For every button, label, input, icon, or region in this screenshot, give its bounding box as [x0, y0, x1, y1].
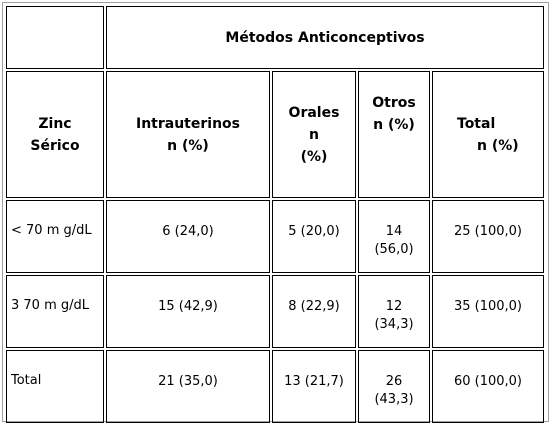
table-title: Métodos Anticonceptivos: [106, 6, 544, 69]
cell-orales: 8 (22,9): [272, 275, 356, 348]
cell-otros-count: 12: [385, 299, 403, 314]
header-intrauterinos: Intrauterinos n (%): [106, 71, 270, 198]
header-zinc: Zinc Sérico: [6, 71, 104, 198]
cell-orales: 13 (21,7): [272, 350, 356, 423]
row-label: < 70 m g/dL: [6, 200, 104, 273]
row-label: Total: [6, 350, 104, 423]
empty-corner-cell: [6, 6, 104, 69]
cell-otros: 26 (43,3): [358, 350, 430, 423]
header-zinc-line2: Sérico: [30, 137, 80, 154]
contraceptive-zinc-table: Métodos Anticonceptivos Zinc Sérico Intr…: [4, 4, 546, 425]
cell-total: 60 (100,0): [432, 350, 544, 423]
cell-orales: 5 (20,0): [272, 200, 356, 273]
header-orales: Orales n (%): [272, 71, 356, 198]
header-intrauterinos-line1: Intrauterinos: [136, 115, 240, 132]
header-orales-line1: Orales: [288, 104, 340, 121]
cell-intrauterinos: 15 (42,9): [106, 275, 270, 348]
cell-otros-percent: (43,3): [374, 392, 414, 407]
table-frame: [2, 2, 549, 422]
cell-otros-count: 26: [385, 374, 403, 389]
cell-total: 35 (100,0): [432, 275, 544, 348]
header-orales-line3: (%): [300, 148, 328, 165]
cell-otros: 14 (56,0): [358, 200, 430, 273]
header-total-line2: n (%): [477, 137, 519, 154]
header-orales-line2: n: [309, 126, 319, 143]
cell-intrauterinos: 6 (24,0): [106, 200, 270, 273]
header-otros: Otros n (%): [358, 71, 430, 198]
table-row: Total 21 (35,0) 13 (21,7) 26 (43,3) 60 (…: [6, 350, 544, 423]
cell-total: 25 (100,0): [432, 200, 544, 273]
cell-otros-count: 14: [385, 224, 403, 239]
cell-otros: 12 (34,3): [358, 275, 430, 348]
cell-intrauterinos: 21 (35,0): [106, 350, 270, 423]
header-otros-line2: n (%): [373, 117, 415, 133]
cell-otros-percent: (56,0): [374, 242, 414, 257]
row-label: 3 70 m g/dL: [6, 275, 104, 348]
header-total-line1: Total: [457, 115, 496, 132]
table-row: 3 70 m g/dL 15 (42,9) 8 (22,9) 12 (34,3)…: [6, 275, 544, 348]
table-row: < 70 m g/dL 6 (24,0) 5 (20,0) 14 (56,0) …: [6, 200, 544, 273]
header-zinc-line1: Zinc: [38, 115, 72, 132]
header-otros-line1: Otros: [372, 95, 416, 111]
header-row: Zinc Sérico Intrauterinos n (%) Orales n…: [6, 71, 544, 198]
header-total: Total n (%): [432, 71, 544, 198]
cell-otros-percent: (34,3): [374, 317, 414, 332]
title-row: Métodos Anticonceptivos: [6, 6, 544, 69]
header-intrauterinos-line2: n (%): [167, 137, 209, 154]
